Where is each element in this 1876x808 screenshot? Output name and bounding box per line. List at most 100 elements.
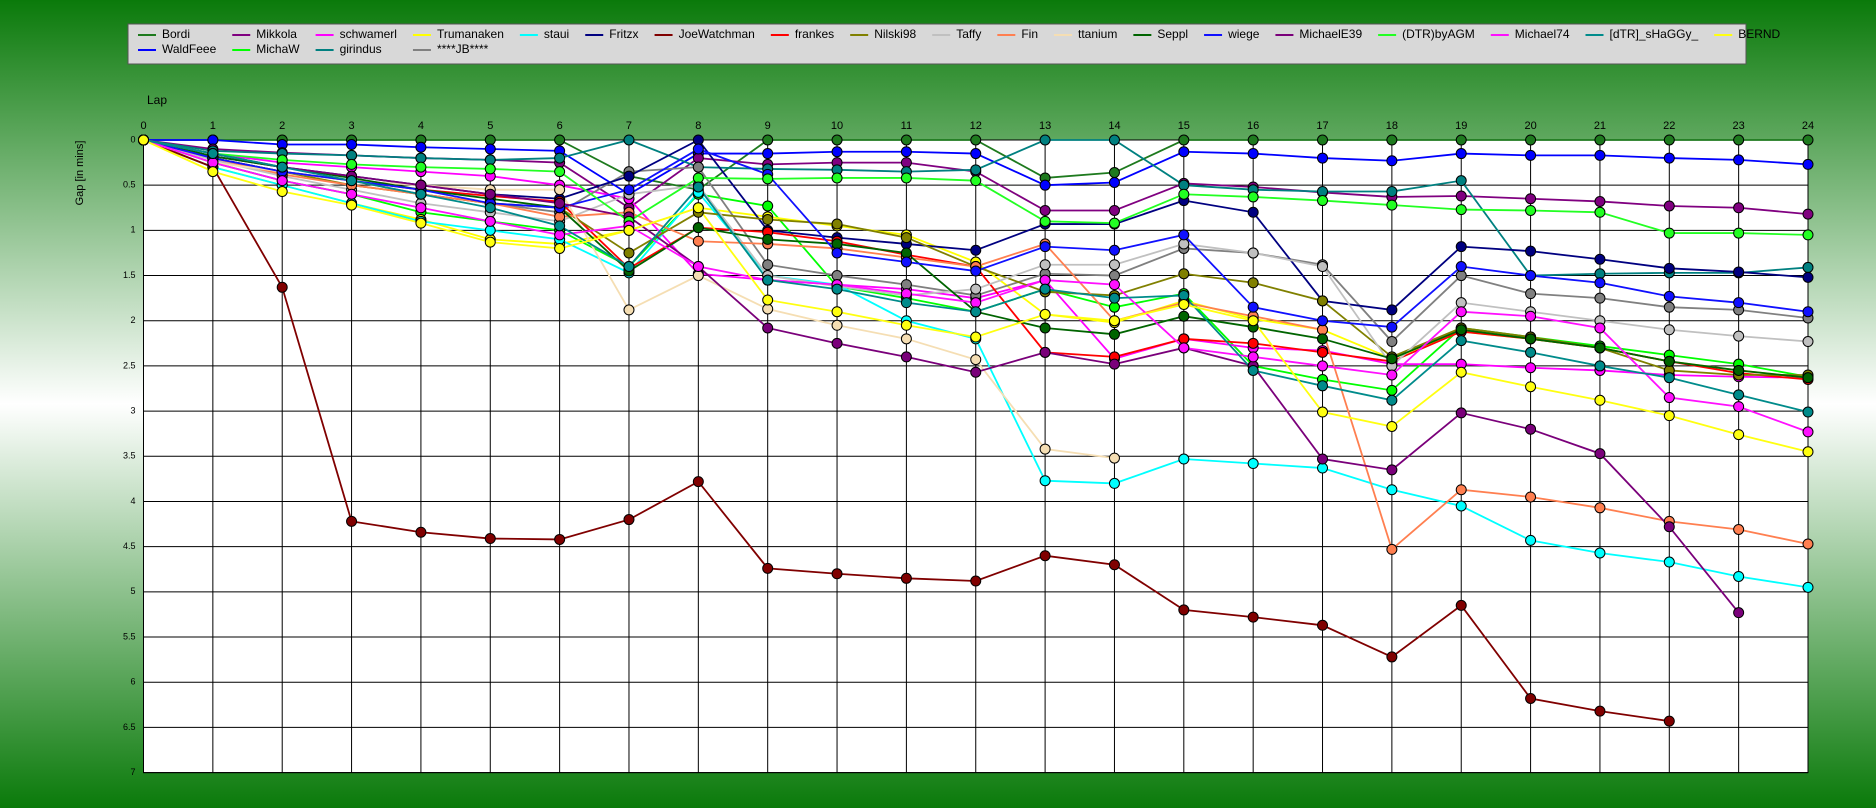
data-point [623,134,635,146]
x-tick-label: 24 [1802,120,1814,132]
data-point [1455,297,1467,309]
data-point [1386,543,1398,555]
data-point [1317,186,1329,198]
data-point [1594,292,1606,304]
data-point [1178,333,1190,345]
data-point [1039,274,1051,286]
legend-label: staui [544,27,569,41]
legend-label: JoeWatchman [679,27,755,41]
data-point [276,175,288,187]
data-point [1317,324,1329,336]
data-point [554,229,566,241]
data-point [346,199,358,211]
legend-label: wiege [1227,27,1260,41]
data-point [1663,556,1675,568]
data-point [1317,315,1329,327]
data-point [1039,550,1051,562]
y-tick-label: 2.5 [123,360,136,370]
data-point [900,134,912,146]
data-point [484,154,496,166]
data-point [1108,204,1120,216]
data-point [1663,324,1675,336]
data-point [1039,215,1051,227]
data-point [276,281,288,293]
x-tick-label: 4 [418,120,424,132]
data-point [1663,392,1675,404]
data-point [1247,148,1259,160]
data-point [207,157,219,169]
y-tick-label: 6 [130,677,135,687]
data-point [1525,692,1537,704]
data-point [1247,134,1259,146]
data-point [970,244,982,256]
data-point [1317,134,1329,146]
data-point [1733,570,1745,582]
data-point [1663,290,1675,302]
data-point [1594,277,1606,289]
data-point [1802,426,1814,438]
data-point [1663,301,1675,313]
data-point [692,270,704,282]
data-point [1247,364,1259,376]
data-point [1455,324,1467,336]
data-point [1247,277,1259,289]
data-point [1386,186,1398,198]
data-point [1039,443,1051,455]
data-point [831,172,843,184]
legend-label: MichaelE39 [1299,27,1362,41]
data-point [1108,244,1120,256]
data-point [623,170,635,182]
data-point [1455,241,1467,253]
data-point [1178,298,1190,310]
data-point [1178,342,1190,354]
data-point [207,166,219,178]
data-point [1455,484,1467,496]
data-point [1663,152,1675,164]
data-point [346,139,358,151]
data-point [1317,380,1329,392]
data-point [1594,502,1606,514]
data-point [1108,301,1120,313]
data-point [970,575,982,587]
data-point [1039,283,1051,295]
y-tick-label: 1.5 [123,270,136,280]
data-point [1525,310,1537,322]
data-point [1663,521,1675,533]
data-point [970,148,982,160]
data-point [1317,261,1329,273]
data-point [1039,308,1051,320]
data-point [970,164,982,176]
data-point [762,259,774,271]
data-point [1247,206,1259,218]
y-tick-label: 3.5 [123,451,136,461]
data-point [1108,259,1120,271]
data-point [484,163,496,175]
data-point [1663,715,1675,727]
legend-label: BERND [1738,27,1780,41]
data-point [1802,406,1814,418]
data-point [1386,369,1398,381]
data-point [1455,175,1467,187]
data-point [1039,259,1051,271]
data-point [1317,619,1329,631]
data-point [1178,268,1190,280]
data-point [762,173,774,185]
data-point [1733,202,1745,214]
data-point [484,236,496,248]
data-point [970,175,982,187]
data-point [1178,238,1190,250]
data-point [1455,335,1467,347]
data-point [207,134,219,146]
data-point [692,235,704,247]
data-point [484,143,496,155]
data-point [1525,491,1537,503]
data-point [484,224,496,236]
data-point [1108,134,1120,146]
x-tick-label: 18 [1386,120,1398,132]
data-point [1733,297,1745,309]
data-point [692,476,704,488]
x-tick-label: 21 [1594,120,1606,132]
data-point [1108,328,1120,340]
x-tick-label: 20 [1524,120,1536,132]
